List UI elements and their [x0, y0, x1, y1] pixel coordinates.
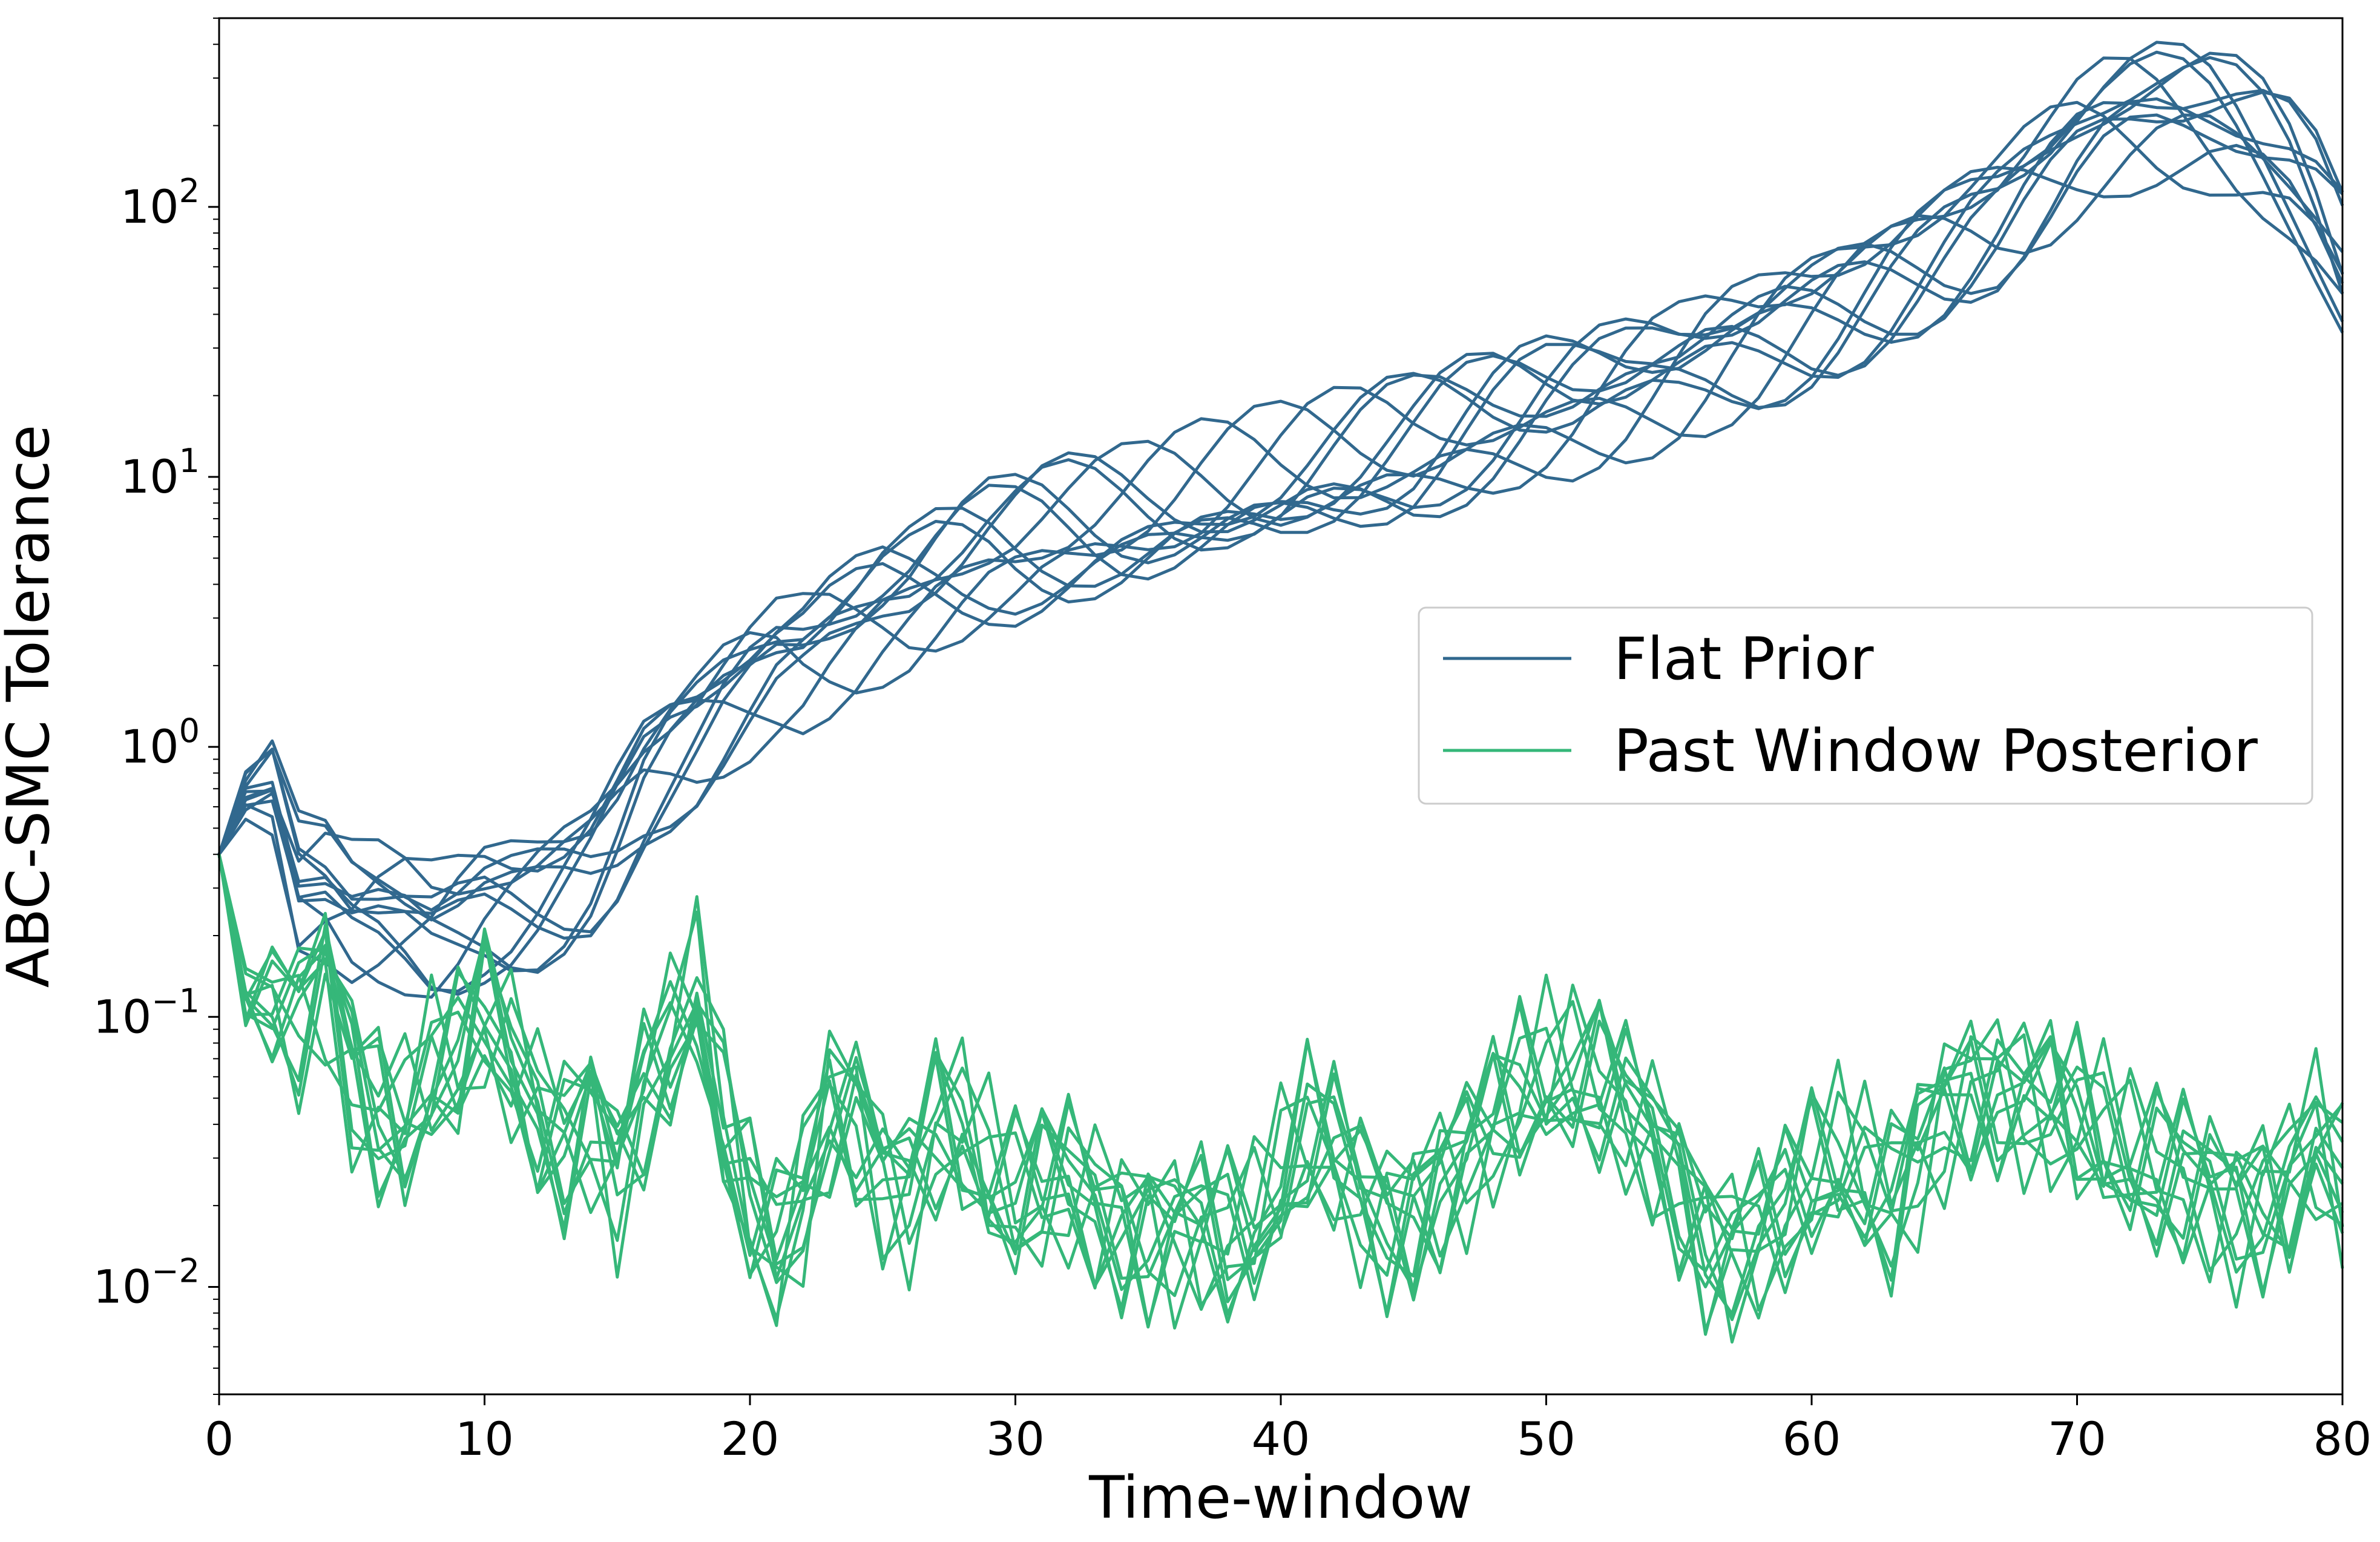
axis-layer: 0 10 20 30 40 50 60 70 80 10−2 10−1 100 101 102	[93, 18, 2372, 1466]
series-line	[217, 854, 2344, 1311]
series-line	[217, 56, 2344, 999]
x-tick-label: 70	[2048, 1412, 2106, 1466]
x-tick-label: 0	[205, 1412, 234, 1466]
x-axis-label: Time-window	[1088, 1464, 1473, 1532]
x-tick-label: 60	[1783, 1412, 1841, 1466]
series-line	[217, 113, 2344, 896]
x-tick-label: 30	[986, 1412, 1045, 1466]
series-line	[217, 88, 2344, 940]
y-tick-label: 102	[120, 172, 200, 234]
legend-box	[1418, 606, 2313, 805]
series-0-group	[217, 41, 2344, 999]
series-line	[217, 97, 2344, 922]
series-line	[217, 854, 2344, 1330]
series-line	[217, 50, 2344, 993]
series-layer	[217, 41, 2344, 1344]
y-tick-label: 10−1	[93, 982, 200, 1043]
legend: Flat Prior Past Window Posterior	[1418, 606, 2313, 805]
series-line	[217, 854, 2344, 1324]
x-tick-label: 50	[1517, 1412, 1576, 1466]
x-tick-label: 80	[2313, 1412, 2372, 1466]
series-1-group	[217, 854, 2344, 1344]
legend-label-flat-prior: Flat Prior	[1614, 625, 1874, 693]
legend-label-past-window-posterior: Past Window Posterior	[1614, 717, 2258, 785]
x-tick-label: 20	[721, 1412, 780, 1466]
series-line	[217, 51, 2344, 974]
x-tick-label: 10	[455, 1412, 514, 1466]
x-tick-label: 40	[1252, 1412, 1310, 1466]
series-line	[217, 854, 2344, 1336]
series-line	[217, 854, 2344, 1344]
y-tick-label: 100	[120, 712, 200, 773]
y-tick-label: 101	[120, 442, 200, 504]
y-tick-label: 10−2	[93, 1252, 200, 1313]
series-line	[217, 56, 2344, 973]
y-axis-label: ABC-SMC Tolerance	[0, 425, 62, 988]
